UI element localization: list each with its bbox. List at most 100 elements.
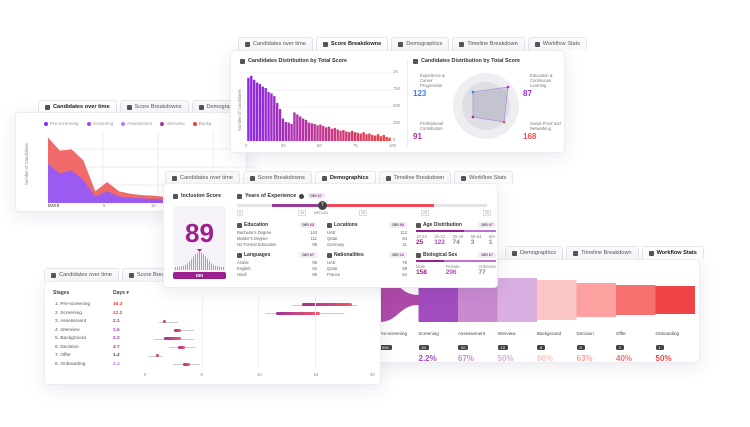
list-item: Qatar 64 bbox=[327, 236, 407, 241]
locations-card: Locations DEI 50 UAE 112 Qatar 64 Germany 21 bbox=[327, 222, 407, 248]
tab-timeline-breakdown[interactable]: Timeline Breakdown bbox=[378, 171, 452, 184]
stage-label: Onboarding bbox=[655, 331, 680, 336]
legend-item[interactable]: Interview bbox=[160, 121, 185, 126]
stage-label: 5. Background bbox=[55, 336, 86, 341]
stage-days: 16.3 bbox=[113, 302, 123, 307]
funnel-segment bbox=[655, 286, 695, 314]
tab-demographics[interactable]: Demographics bbox=[391, 37, 450, 50]
x-tick: 0 bbox=[245, 143, 248, 148]
legend-dot bbox=[192, 121, 197, 126]
x-axis-label: DAYS bbox=[48, 203, 60, 208]
days-header[interactable]: Days ▾ bbox=[113, 290, 129, 296]
stage-count: 1 bbox=[655, 345, 664, 350]
histogram-bar bbox=[333, 128, 336, 141]
tab-workflow-stats[interactable]: Workflow Stats bbox=[454, 171, 514, 184]
histogram-bar bbox=[350, 130, 354, 141]
y-tick: 500 bbox=[393, 103, 400, 108]
gridline bbox=[314, 298, 316, 368]
tab-candidates-over-time[interactable]: Candidates over time bbox=[38, 100, 117, 113]
stage-label: Screening bbox=[418, 331, 439, 336]
tab-score-breakdowns[interactable]: Score Breakdowns bbox=[315, 37, 389, 50]
box bbox=[276, 311, 321, 315]
legend-item[interactable]: Screening bbox=[86, 121, 113, 126]
legend-item[interactable]: Backg bbox=[192, 121, 212, 126]
funnel-stage[interactable]: Assessement 20 67% bbox=[458, 331, 485, 363]
legend-dot bbox=[121, 121, 126, 126]
person-icon bbox=[245, 41, 250, 47]
bar-chart-icon bbox=[249, 175, 255, 181]
tab-demographics[interactable]: Demographics bbox=[314, 171, 376, 184]
funnel-stage[interactable]: Screening 50 2.2% bbox=[418, 331, 439, 363]
nationalities-card: Nationalities DEI 12 UAE 76 Qatar 59 France 54 bbox=[327, 252, 407, 278]
education-header: Education DEI 63 bbox=[237, 222, 317, 228]
funnel-stage[interactable]: Interview 10 50% bbox=[497, 331, 516, 363]
tab-candidates-over-time[interactable]: Candidates over time bbox=[165, 171, 240, 184]
stage-days: 12.2 bbox=[113, 310, 123, 316]
metric-label: Education & Continuous Learning bbox=[530, 73, 553, 88]
distribution-bar bbox=[211, 263, 212, 270]
tab-timeline-breakdown[interactable]: Timeline Breakdown bbox=[566, 246, 639, 259]
dei-badge: DEI 12 bbox=[389, 252, 407, 258]
histogram-bar bbox=[336, 129, 339, 141]
education-icon bbox=[237, 222, 242, 228]
histogram-bar bbox=[373, 135, 377, 141]
list-item: Bachelor's Degree 143 bbox=[237, 230, 317, 235]
tab-candidates-over-time[interactable]: Candidates over time bbox=[238, 37, 313, 50]
dei-badge: DEI 67 bbox=[478, 252, 496, 258]
distribution-bar bbox=[207, 259, 208, 270]
score-marker bbox=[197, 249, 202, 252]
funnel-segment bbox=[537, 280, 577, 320]
dei-badge: DEI 50 bbox=[389, 222, 407, 228]
funnel-stage[interactable]: Pre-screening 556 bbox=[379, 331, 407, 354]
histogram-bar bbox=[252, 79, 256, 141]
median-marker: 7 bbox=[318, 201, 327, 210]
legend-item[interactable]: Assessment bbox=[121, 121, 152, 126]
histogram-bar bbox=[261, 86, 264, 141]
distribution-bar bbox=[205, 256, 206, 270]
workflow-icon bbox=[461, 175, 467, 181]
tab-demographics[interactable]: Demographics bbox=[505, 246, 564, 259]
funnel-segment bbox=[576, 283, 616, 317]
box bbox=[156, 354, 159, 358]
dei-badge: DEI 87 bbox=[299, 252, 317, 258]
funnel-segment bbox=[616, 285, 656, 315]
y-tick: 1K bbox=[393, 69, 399, 74]
funnel-stage[interactable]: Onboarding 1 50% bbox=[655, 331, 680, 363]
group: Female 296 bbox=[445, 264, 460, 276]
radar-chart bbox=[453, 73, 519, 139]
histogram-bar bbox=[278, 109, 282, 141]
histogram-bar bbox=[324, 127, 328, 141]
stage-days: 2.2 bbox=[113, 336, 120, 341]
tab-workflow-stats[interactable]: Workflow Stats bbox=[527, 37, 587, 50]
histogram-bar bbox=[299, 116, 302, 141]
funnel-stage[interactable]: Decision 5 63% bbox=[576, 331, 594, 363]
x-tick: 20 bbox=[370, 372, 375, 377]
stage-percent: 67% bbox=[458, 354, 475, 363]
histogram-bar bbox=[304, 119, 308, 141]
bar-chart-icon bbox=[128, 272, 134, 278]
histogram-title: Candidates Distribution by Total Score bbox=[240, 58, 347, 64]
whisker bbox=[174, 330, 194, 331]
person-icon bbox=[172, 175, 177, 181]
funnel-stage[interactable]: Offer 2 40% bbox=[616, 331, 632, 363]
tab-workflow-stats[interactable]: Workflow Stats bbox=[641, 246, 704, 259]
whisker bbox=[148, 355, 162, 357]
histogram-bar bbox=[385, 136, 388, 141]
stage-days: 3.7 bbox=[113, 344, 120, 350]
box bbox=[177, 345, 185, 349]
histogram-bar bbox=[388, 137, 391, 141]
stages-header[interactable]: Stages bbox=[53, 290, 70, 296]
funnel-segment bbox=[379, 278, 419, 322]
stage-days: 3.6 bbox=[113, 327, 120, 333]
score-distribution bbox=[175, 249, 224, 270]
tab-candidates-over-time[interactable]: Candidates over time bbox=[44, 268, 119, 281]
sort-desc-icon: ▾ bbox=[126, 290, 129, 296]
metric-value: 87 bbox=[523, 89, 532, 98]
stage-label: 8. Onboarding bbox=[55, 361, 86, 367]
tab-score-breakdowns[interactable]: Score Breakdowns bbox=[119, 100, 189, 113]
tab-timeline-breakdown[interactable]: Timeline Breakdown bbox=[452, 37, 525, 50]
tab-score-breakdowns[interactable]: Score Breakdowns bbox=[242, 171, 312, 184]
funnel-stage[interactable]: Background 8 80% bbox=[537, 331, 561, 363]
legend-item[interactable]: Pre-screening bbox=[44, 121, 79, 126]
info-icon[interactable] bbox=[299, 193, 305, 199]
